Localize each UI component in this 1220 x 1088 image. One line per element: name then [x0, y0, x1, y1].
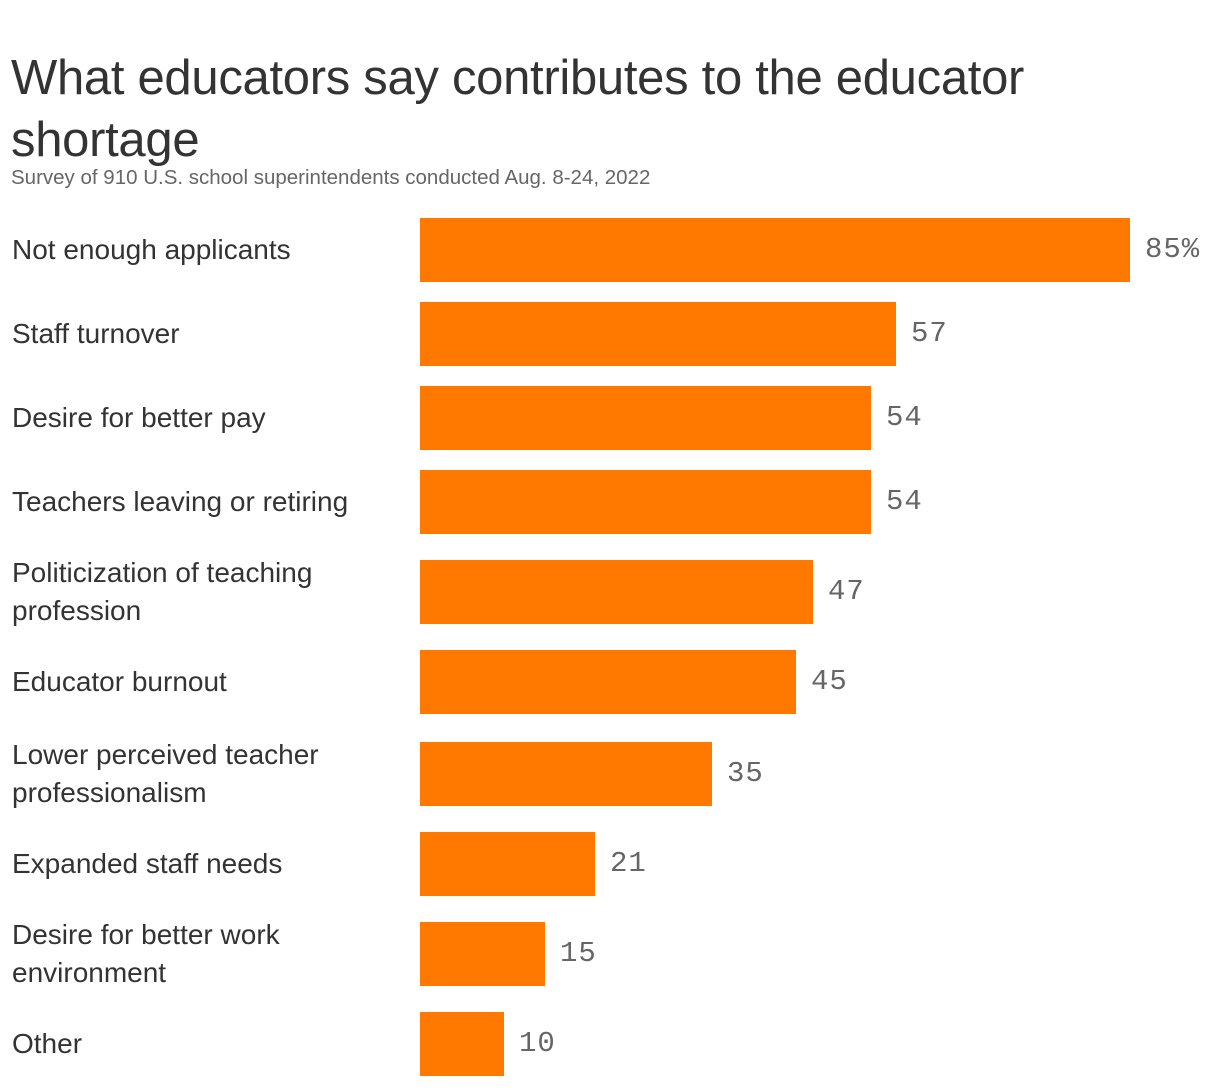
- bar-value-label: 85%: [1145, 233, 1201, 266]
- bar: [420, 218, 1130, 282]
- chart-subtitle: Survey of 910 U.S. school superintendent…: [11, 166, 651, 189]
- bar-value-label: 21: [610, 847, 647, 880]
- bar: [420, 832, 595, 896]
- bar: [420, 922, 545, 986]
- bar-label: Teachers leaving or retiring: [12, 486, 349, 517]
- bar: [420, 560, 813, 624]
- bar-label: Lower perceived teacher professionalism: [12, 739, 319, 808]
- bar-row: Expanded staff needs 21: [0, 832, 1220, 896]
- bar: [420, 470, 871, 534]
- bar-label: Other: [12, 1028, 83, 1059]
- bar: [420, 742, 712, 806]
- bar-label: Educator burnout: [12, 666, 227, 697]
- bar: [420, 650, 796, 714]
- bar-row: Lower perceived teacher professionalism 3…: [0, 739, 1220, 808]
- bar-value-label: 54: [886, 485, 923, 518]
- bar-value-label: 57: [911, 317, 948, 350]
- bar-row: Educator burnout 45: [0, 650, 1220, 714]
- bar-label: Staff turnover: [12, 318, 180, 349]
- bar-value-label: 54: [886, 401, 923, 434]
- bar-row: Desire for better work environment 15: [0, 919, 1220, 988]
- bar-value-label: 47: [828, 575, 865, 608]
- bar-value-label: 15: [560, 937, 597, 970]
- bar-row: Teachers leaving or retiring 54: [0, 470, 1220, 534]
- bar-label: Expanded staff needs: [12, 848, 283, 879]
- bar-value-label: 45: [811, 665, 848, 698]
- bar: [420, 386, 871, 450]
- bar-label: Politicization of teaching profession: [12, 557, 313, 626]
- bar-value-label: 10: [519, 1027, 556, 1060]
- bar-row: Not enough applicants 85%: [0, 218, 1220, 282]
- chart-title: What educators say contributes to the ed…: [11, 50, 1025, 167]
- bar-value-label: 35: [727, 757, 764, 790]
- bar: [420, 1012, 504, 1076]
- bar-label: Desire for better work environment: [12, 919, 280, 988]
- bar-label: Desire for better pay: [12, 402, 266, 433]
- bar-row: Politicization of teaching profession 47: [0, 557, 1220, 626]
- bar-row: Other 10: [0, 1012, 1220, 1076]
- bar-row: Staff turnover 57: [0, 302, 1220, 366]
- bar-label: Not enough applicants: [12, 234, 291, 265]
- bar: [420, 302, 896, 366]
- bar-row: Desire for better pay 54: [0, 386, 1220, 450]
